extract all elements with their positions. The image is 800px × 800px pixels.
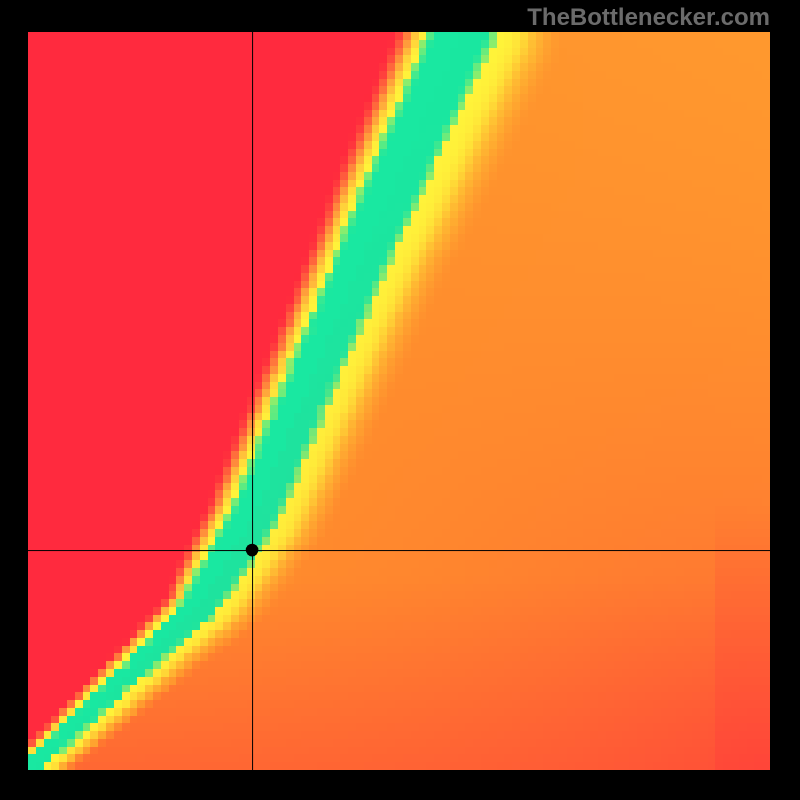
chart-root: { "canvas": { "width": 800, "height": 80… (0, 0, 800, 800)
bottleneck-heatmap (28, 32, 770, 770)
watermark-text: TheBottlenecker.com (527, 4, 770, 32)
